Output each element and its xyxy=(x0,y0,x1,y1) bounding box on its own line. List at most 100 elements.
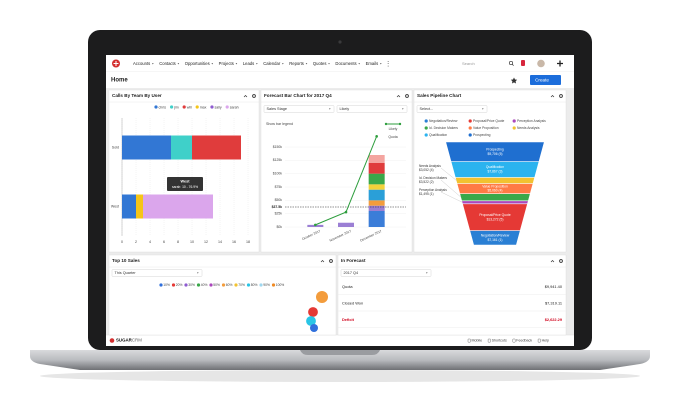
select[interactable] xyxy=(416,105,488,113)
search-icon[interactable] xyxy=(508,60,514,66)
bubble[interactable] xyxy=(316,291,328,303)
collapse-icon[interactable] xyxy=(396,95,401,98)
select-value[interactable]: 2017 Q4 xyxy=(344,271,359,275)
x-tick-label: 18 xyxy=(246,240,250,244)
collapse-icon[interactable] xyxy=(550,95,555,98)
caret xyxy=(282,63,284,65)
select[interactable] xyxy=(340,269,432,277)
select[interactable] xyxy=(111,269,203,277)
legend-swatch xyxy=(384,122,388,126)
bar-segment xyxy=(192,135,241,160)
laptop-base xyxy=(30,350,650,370)
legend-swatch xyxy=(424,133,428,137)
bubble[interactable] xyxy=(310,324,318,332)
footer-link[interactable]: Shortcuts xyxy=(492,339,507,343)
funnel-layer xyxy=(460,194,530,201)
settings-icon[interactable] xyxy=(559,259,563,263)
legend-swatch xyxy=(398,122,402,126)
x-tick-label: 12 xyxy=(204,240,208,244)
legend-swatch xyxy=(468,126,472,130)
y-tick-label: $50k xyxy=(275,198,283,202)
tooltip-text: sarah: 10 - 76.9% xyxy=(172,185,198,189)
bubble[interactable] xyxy=(308,307,318,317)
legend-label: max xyxy=(200,105,207,109)
legend-label: 80% xyxy=(251,283,258,287)
caret xyxy=(177,63,180,65)
bar-segment xyxy=(368,163,385,174)
collapse-icon[interactable] xyxy=(243,95,248,98)
legend-swatch xyxy=(154,105,158,109)
avatar[interactable] xyxy=(537,59,545,68)
create-button[interactable] xyxy=(530,75,561,85)
legend-swatch xyxy=(512,126,516,130)
nav-item[interactable]: Reports xyxy=(289,61,304,66)
nav-item[interactable]: Documents xyxy=(335,61,356,66)
logo-mark xyxy=(113,61,119,66)
base-notch xyxy=(300,350,380,355)
nav-item[interactable]: Projects xyxy=(219,61,234,66)
select-value[interactable]: Select... xyxy=(420,107,434,111)
dashlet-title: In Forecast xyxy=(341,258,366,263)
brand-sub: CRM xyxy=(132,338,142,343)
dashlet-title: Forecast Bar Chart for 2017 Q4 xyxy=(264,93,332,98)
funnel-layer xyxy=(455,177,535,184)
funnel-label: Qualification xyxy=(486,165,504,169)
nav-item[interactable]: Accounts xyxy=(133,61,150,66)
footer-link[interactable]: Help xyxy=(542,339,549,343)
y-tick-label: Sold xyxy=(112,145,119,149)
search-placeholder[interactable]: Search xyxy=(462,61,475,66)
bar-segment xyxy=(368,205,385,211)
dashlet-title: Calls By Team By User xyxy=(112,93,162,98)
y-tick-label: $150k xyxy=(273,145,283,149)
legend-swatch xyxy=(259,283,263,287)
brand-main: SUGAR xyxy=(116,338,133,343)
settings-icon[interactable] xyxy=(559,94,563,98)
settings-icon[interactable] xyxy=(405,94,409,98)
notification-icon[interactable] xyxy=(521,60,525,66)
legend-swatch xyxy=(196,283,201,287)
select-value[interactable]: This Quarter xyxy=(115,271,137,275)
bar-segment xyxy=(368,155,385,163)
settings-icon[interactable] xyxy=(252,94,256,98)
settings-icon[interactable] xyxy=(329,259,333,263)
nav-item[interactable]: Quotes xyxy=(313,61,327,66)
footer-icon xyxy=(467,338,471,343)
legend-label: sarah xyxy=(230,105,239,109)
x-tick-label: 2 xyxy=(135,240,137,244)
favorite-icon[interactable] xyxy=(510,77,518,84)
nav-item[interactable]: Emails xyxy=(366,61,379,66)
footer-link[interactable]: Mobile xyxy=(472,339,483,343)
funnel-value: $3,052 (4) xyxy=(419,168,434,172)
x-tick-label: 0 xyxy=(121,240,123,244)
legend-swatch xyxy=(424,126,428,130)
legend-swatch xyxy=(209,283,213,287)
select[interactable] xyxy=(336,105,408,113)
legend-swatch xyxy=(210,105,214,109)
select[interactable] xyxy=(263,105,335,113)
bar-segment xyxy=(136,194,143,219)
nav-item[interactable]: Contacts xyxy=(159,61,176,66)
select-value[interactable]: Likely xyxy=(340,107,350,111)
nav-item[interactable]: Leads xyxy=(243,61,254,66)
footer-link[interactable]: Feedback xyxy=(516,339,532,343)
bar-segment xyxy=(368,184,385,190)
nav-item[interactable]: Opportunities xyxy=(185,61,210,66)
bubble[interactable] xyxy=(306,316,316,326)
bar-segment xyxy=(368,200,385,206)
nav-item[interactable]: Calendar xyxy=(263,61,281,66)
search-box[interactable] xyxy=(458,59,520,68)
funnel-value: $9,706 (5) xyxy=(487,152,502,156)
quick-create-icon[interactable] xyxy=(557,60,563,67)
collapse-icon[interactable] xyxy=(320,260,325,263)
collapse-icon[interactable] xyxy=(550,260,555,263)
funnel-layer xyxy=(462,201,528,204)
shadow xyxy=(40,370,640,382)
bar-segment xyxy=(171,135,192,160)
caret xyxy=(482,108,484,110)
legend-toggle[interactable]: Show bar legend xyxy=(266,122,293,126)
bar-segment xyxy=(368,211,385,227)
caret xyxy=(379,63,382,65)
legend-label: 70% xyxy=(238,283,245,287)
select-value[interactable]: Sales Stage xyxy=(267,107,287,111)
create-button-label[interactable]: Create xyxy=(535,77,549,82)
